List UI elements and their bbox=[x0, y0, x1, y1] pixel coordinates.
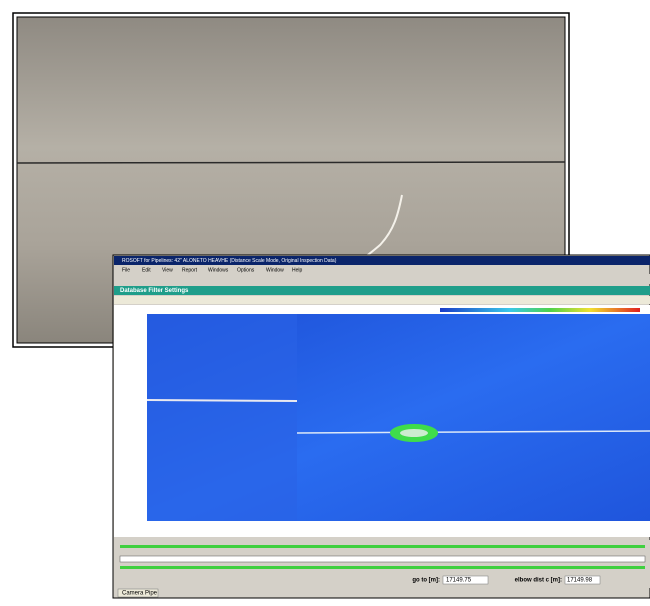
elbow-label: elbow dist c [m]: bbox=[515, 578, 562, 584]
menu-item[interactable]: Options bbox=[237, 267, 255, 273]
color-scale bbox=[440, 308, 640, 312]
panel-title: Database Filter Settings bbox=[120, 288, 189, 294]
track bbox=[120, 556, 645, 562]
goto-label: go to [m]: bbox=[412, 578, 440, 584]
weld-line bbox=[17, 162, 565, 163]
menu-item[interactable]: File bbox=[122, 267, 130, 273]
menu-item[interactable]: Windows bbox=[208, 267, 229, 273]
menu-item[interactable]: View bbox=[162, 267, 173, 273]
composite: ROSOFT for Pipelines: 42" ALONETO HEAVHE… bbox=[0, 0, 650, 601]
menu-item[interactable]: Window bbox=[266, 267, 284, 273]
toolbar bbox=[114, 274, 650, 284]
indication-left bbox=[147, 400, 297, 401]
goto-value: 17149.75 bbox=[446, 578, 472, 584]
elbow-value: 17149.98 bbox=[567, 578, 593, 584]
menu-item[interactable]: Help bbox=[292, 267, 303, 273]
tab-label: Camera Pipe bbox=[122, 591, 158, 597]
menu-item[interactable]: Edit bbox=[142, 267, 151, 273]
scan-left bbox=[147, 314, 297, 521]
window-title: ROSOFT for Pipelines: 42" ALONETO HEAVHE… bbox=[122, 258, 337, 264]
defect-core bbox=[400, 429, 428, 437]
panel-header bbox=[114, 286, 650, 295]
timeline-bar bbox=[120, 545, 645, 548]
menu-item[interactable]: Report bbox=[182, 267, 198, 273]
menu-bar: File Edit View Report Windows Options Window He… bbox=[122, 267, 303, 273]
filter-row bbox=[114, 296, 650, 304]
track-bar bbox=[120, 566, 645, 569]
